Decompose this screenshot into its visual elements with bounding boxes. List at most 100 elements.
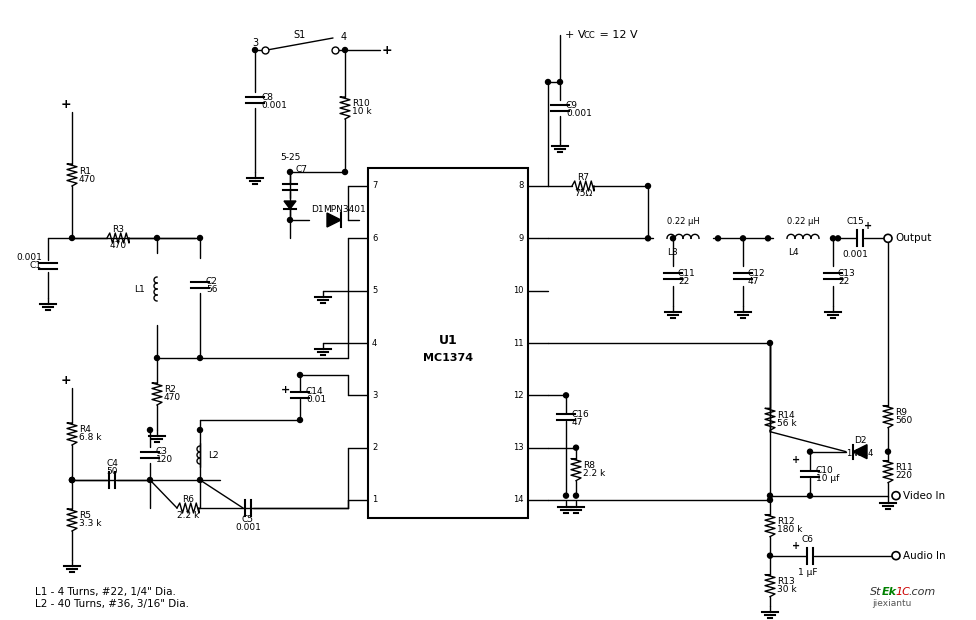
Circle shape <box>741 236 746 241</box>
Text: 3: 3 <box>252 38 258 48</box>
Text: 470: 470 <box>164 394 182 402</box>
Text: R12: R12 <box>777 517 794 526</box>
Text: C6: C6 <box>802 534 814 544</box>
Text: 13: 13 <box>513 443 524 452</box>
Text: C13: C13 <box>838 269 856 278</box>
Text: C9: C9 <box>566 100 578 110</box>
Circle shape <box>767 553 772 558</box>
Text: 4: 4 <box>341 32 347 42</box>
Text: 0.001: 0.001 <box>17 254 42 262</box>
Circle shape <box>197 477 202 482</box>
Polygon shape <box>284 201 296 209</box>
Circle shape <box>343 48 347 53</box>
Text: L3: L3 <box>668 249 678 257</box>
Text: R7: R7 <box>577 174 589 182</box>
Text: +: + <box>61 97 71 110</box>
Circle shape <box>69 477 74 482</box>
Circle shape <box>154 355 159 360</box>
Text: 1C: 1C <box>895 587 910 597</box>
Text: L2 - 40 Turns, #36, 3/16" Dia.: L2 - 40 Turns, #36, 3/16" Dia. <box>35 599 189 609</box>
Circle shape <box>645 236 650 241</box>
Text: 50: 50 <box>106 467 118 476</box>
Text: 56 k: 56 k <box>777 419 796 428</box>
Circle shape <box>69 477 74 482</box>
Text: L4: L4 <box>788 249 798 257</box>
Circle shape <box>831 236 835 241</box>
Circle shape <box>884 234 892 242</box>
Text: 0.001: 0.001 <box>235 523 261 533</box>
Text: 30 k: 30 k <box>777 585 796 594</box>
Text: C14: C14 <box>306 388 324 397</box>
Text: 10 k: 10 k <box>352 107 372 117</box>
Text: R1: R1 <box>79 167 91 175</box>
Circle shape <box>885 449 890 454</box>
Circle shape <box>197 428 202 433</box>
Circle shape <box>298 417 303 422</box>
Text: L1: L1 <box>135 285 145 293</box>
Text: R3: R3 <box>112 226 124 234</box>
Text: +: + <box>792 454 800 464</box>
Text: 1N914: 1N914 <box>846 449 874 458</box>
Text: 47: 47 <box>572 418 584 427</box>
Text: C11: C11 <box>678 269 696 278</box>
Circle shape <box>147 477 152 482</box>
Text: 11: 11 <box>513 339 524 347</box>
Text: U1: U1 <box>438 334 458 347</box>
Text: 470: 470 <box>109 242 127 250</box>
Text: +: + <box>281 385 291 395</box>
Circle shape <box>557 79 562 84</box>
Circle shape <box>197 355 202 360</box>
Text: MC1374: MC1374 <box>423 353 473 363</box>
Text: 7: 7 <box>372 182 378 190</box>
Circle shape <box>563 393 568 398</box>
Text: R10: R10 <box>352 99 370 108</box>
Text: 1 μF: 1 μF <box>798 568 818 577</box>
Circle shape <box>298 373 303 378</box>
Text: R13: R13 <box>777 577 794 586</box>
Text: C3: C3 <box>156 448 168 456</box>
Text: C10: C10 <box>816 466 834 475</box>
Text: 220: 220 <box>895 471 912 480</box>
Text: 5-25: 5-25 <box>280 153 301 162</box>
Text: 120: 120 <box>156 456 173 464</box>
Text: +: + <box>864 221 873 231</box>
Text: 3.3 k: 3.3 k <box>79 520 102 528</box>
Text: 6: 6 <box>372 234 378 243</box>
Text: St: St <box>870 587 881 597</box>
Text: R14: R14 <box>777 411 794 420</box>
Text: 2.2 k: 2.2 k <box>583 469 605 478</box>
Text: C1: C1 <box>30 262 42 270</box>
Text: C4: C4 <box>106 459 118 468</box>
Text: L1 - 4 Turns, #22, 1/4" Dia.: L1 - 4 Turns, #22, 1/4" Dia. <box>35 587 176 597</box>
Text: 5: 5 <box>372 286 378 295</box>
Text: 8: 8 <box>518 182 524 190</box>
Text: 2: 2 <box>372 443 378 452</box>
Text: R4: R4 <box>79 425 91 435</box>
Text: 22: 22 <box>838 277 849 286</box>
Circle shape <box>807 493 812 498</box>
Text: 47: 47 <box>748 277 759 286</box>
Text: S1: S1 <box>294 30 306 40</box>
Circle shape <box>645 184 650 188</box>
Text: C5: C5 <box>242 515 254 525</box>
Circle shape <box>715 236 720 241</box>
Text: D2: D2 <box>854 436 867 445</box>
Text: +: + <box>792 541 800 551</box>
Circle shape <box>574 445 579 450</box>
Text: 0.001: 0.001 <box>566 108 591 118</box>
Circle shape <box>574 493 579 498</box>
Circle shape <box>671 236 675 241</box>
Circle shape <box>892 552 900 560</box>
Circle shape <box>197 236 202 241</box>
Text: C8: C8 <box>261 92 273 102</box>
Text: Output: Output <box>895 233 931 243</box>
Circle shape <box>154 236 159 241</box>
Text: 12: 12 <box>513 391 524 400</box>
Text: 3: 3 <box>372 391 378 400</box>
Text: 0.01: 0.01 <box>306 396 326 404</box>
Text: R6: R6 <box>182 495 194 505</box>
Text: = 12 V: = 12 V <box>596 30 637 40</box>
Text: R8: R8 <box>583 461 595 470</box>
Text: C12: C12 <box>748 269 765 278</box>
Text: CC: CC <box>584 30 595 40</box>
